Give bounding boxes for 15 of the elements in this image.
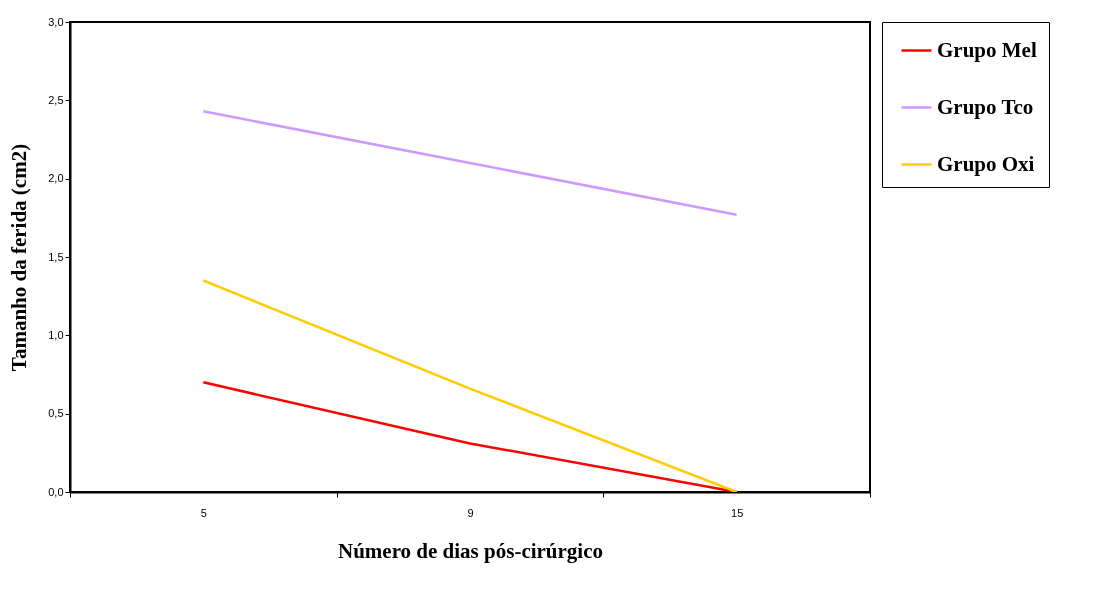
y-tick-label: 0,5 [48,407,64,420]
x-tick-label: 5 [200,506,207,519]
legend-label: Grupo Tco [937,94,1034,119]
y-tick-label: 1,5 [48,250,64,263]
legend-label: Grupo Mel [937,37,1037,62]
legend-label: Grupo Oxi [937,151,1035,176]
x-tick-label: 9 [467,506,474,519]
x-tick-label: 15 [731,506,744,519]
y-tick-label: 2,5 [48,93,64,106]
y-tick-label: 3,0 [48,15,64,28]
y-axis-title: Tamanho da ferida (cm2) [7,143,32,372]
y-tick-label: 1,0 [48,328,64,341]
y-tick-label: 2,0 [48,172,64,185]
y-tick-label: 0,0 [48,485,64,498]
x-axis-title: Número de dias pós-cirúrgico [337,538,604,563]
